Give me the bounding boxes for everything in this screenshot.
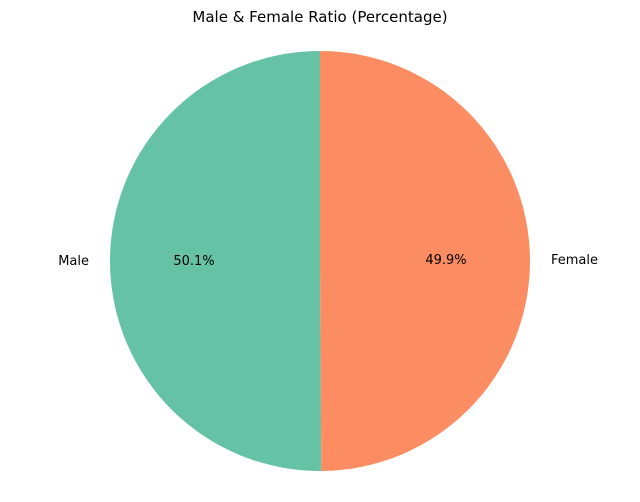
pie-labels: Male 50.1% Female 49.9% [58,253,598,269]
pie-slice-male [109,51,322,471]
chart-title: Male & Female Ratio (Percentage) [192,8,447,26]
pie-slice-female [320,51,530,471]
percent-label-female: 49.9% [425,253,466,268]
slice-label-female: Female [551,253,598,268]
percent-label-male: 50.1% [173,254,214,269]
pie-slices [109,51,530,471]
slice-label-male: Male [58,254,89,269]
